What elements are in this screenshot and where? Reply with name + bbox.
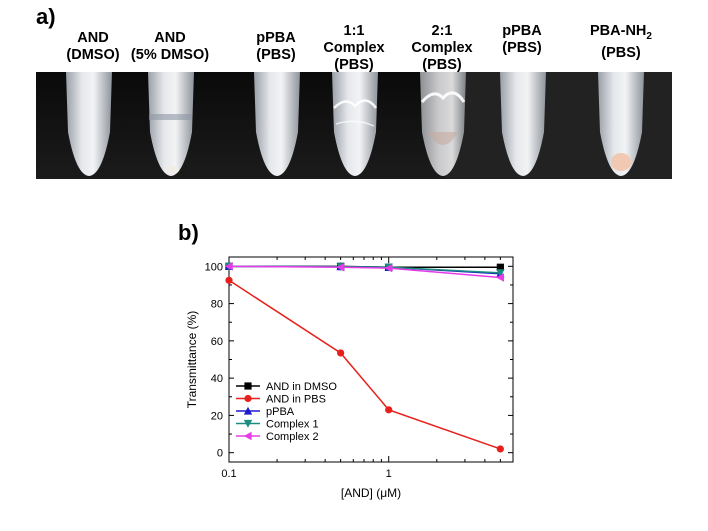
- legend-label: AND in PBS: [266, 394, 326, 406]
- tube-photograph: [36, 72, 672, 179]
- legend-swatch-marker: [243, 406, 253, 415]
- tube-4-complex-1-1: [332, 72, 378, 176]
- legend-swatch-marker: [244, 394, 252, 403]
- legend-item: Complex 1: [236, 419, 319, 431]
- data-point: [496, 273, 504, 282]
- y-tick-label: 60: [211, 336, 223, 348]
- series-and-in-pbs: [225, 276, 504, 453]
- chart-axes: 0 20 40 60 80 100 0.1 1 [AND] (μM) Transmittance …: [185, 256, 514, 500]
- data-point: [336, 263, 345, 272]
- tube-5-complex-2-1: [420, 72, 466, 176]
- tube-label-complex-2-1: 2:1 Complex (PBS): [411, 23, 473, 73]
- y-axis-title: Transmittance (%): [185, 311, 199, 409]
- tube-label-complex-1-1: 1:1 Complex (PBS): [323, 23, 385, 73]
- tube-7-pba-nh2: [598, 72, 644, 176]
- legend-item: AND in PBS: [236, 394, 326, 406]
- tube-label-and-dmso: AND (DMSO): [66, 30, 120, 63]
- y-tick-label: 80: [211, 299, 223, 311]
- legend-item: pPBA: [236, 406, 295, 418]
- chart-series: [224, 262, 505, 453]
- tube-6-ppba: [500, 72, 546, 176]
- legend-label: pPBA: [266, 406, 295, 418]
- legend-item: Complex 2: [236, 431, 319, 443]
- tube-label-pba-nh2: PBA-NH2 (PBS): [590, 23, 652, 61]
- y-tick-label: 20: [211, 410, 223, 422]
- y-tick-label: 100: [205, 261, 223, 273]
- tube-2-and-5-dmso: [148, 72, 194, 176]
- data-point: [496, 269, 505, 278]
- data-point: [384, 263, 393, 273]
- y-tick-label: 40: [211, 373, 223, 385]
- tube-label-and-5-dmso: AND (5% DMSO): [130, 30, 210, 63]
- data-point: [496, 445, 504, 453]
- x-axis-title: [AND] (μM): [341, 486, 401, 500]
- series-complex-2: [224, 262, 504, 282]
- legend-swatch-marker: [243, 431, 252, 441]
- x-tick-label: 0.1: [221, 468, 236, 480]
- data-point: [385, 406, 393, 414]
- tube-3-ppba: [254, 72, 300, 176]
- legend-label: AND in DMSO: [266, 381, 337, 393]
- legend-swatch-marker: [243, 419, 253, 428]
- panel-a-label: a): [36, 4, 56, 29]
- data-point: [225, 276, 233, 284]
- series-line: [228, 265, 501, 279]
- data-point: [224, 262, 233, 271]
- legend-swatch-marker: [244, 382, 252, 390]
- series-line: [228, 279, 501, 450]
- y-tick-label: 0: [217, 448, 223, 460]
- data-point: [337, 349, 345, 357]
- tube-label-ppba-2: pPBA (PBS): [502, 23, 542, 56]
- legend-label: Complex 2: [266, 431, 319, 443]
- tube-1-and-dmso: [66, 72, 112, 176]
- tube-label-ppba-1: pPBA (PBS): [256, 30, 296, 63]
- data-point: [496, 263, 504, 271]
- x-tick-label: 1: [386, 468, 392, 480]
- legend-item: AND in DMSO: [236, 381, 337, 393]
- panel-b-label: b): [178, 220, 199, 245]
- legend-label: Complex 1: [266, 419, 319, 431]
